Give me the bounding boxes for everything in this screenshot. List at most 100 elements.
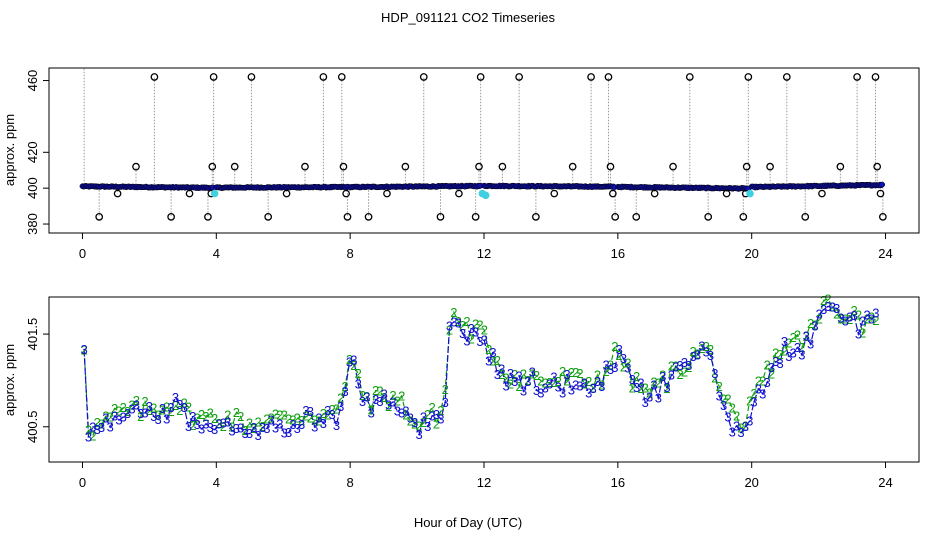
bottom-marker-2: 2 — [128, 397, 135, 412]
bottom-marker-3: 3 — [342, 384, 349, 399]
top-x-tick-label: 16 — [611, 246, 625, 261]
bottom-marker-2: 2 — [537, 373, 544, 388]
bottom-marker-3: 3 — [594, 374, 601, 389]
top-spike-point — [342, 189, 350, 198]
bottom-marker-3: 3 — [102, 411, 109, 426]
bottom-marker-2: 2 — [668, 358, 675, 373]
bottom-marker-3: 3 — [476, 334, 483, 349]
top-spike-point — [364, 213, 373, 221]
bottom-marker-3: 3 — [402, 403, 409, 418]
bottom-marker-3: 3 — [837, 311, 844, 326]
bottom-marker-3: 3 — [333, 418, 340, 433]
bottom-marker-2: 2 — [420, 415, 427, 430]
bottom-marker-2: 2 — [559, 364, 566, 379]
bottom-marker-2: 2 — [589, 380, 596, 395]
bottom-marker-3: 3 — [107, 420, 114, 435]
bottom-marker-2: 2 — [746, 393, 753, 408]
bottom-marker-3: 3 — [307, 404, 314, 419]
bottom-marker-3: 3 — [128, 401, 135, 416]
top-calibration-point — [481, 191, 490, 200]
bottom-marker-3: 3 — [763, 375, 770, 390]
bottom-marker-2: 2 — [868, 310, 875, 325]
bottom-marker-2: 2 — [381, 390, 388, 405]
bottom-marker-2: 2 — [659, 368, 666, 383]
top-spike-point — [515, 73, 523, 81]
bottom-marker-2: 2 — [98, 417, 105, 432]
bottom-marker-3: 3 — [720, 398, 727, 413]
bottom-marker-2: 2 — [694, 346, 701, 361]
bottom-marker-2: 2 — [102, 408, 109, 423]
top-spike-point — [208, 162, 217, 171]
bottom-marker-2: 2 — [107, 410, 114, 425]
bottom-series-lines — [83, 298, 877, 438]
bottom-marker-3: 3 — [611, 360, 618, 375]
bottom-x-tick-label: 24 — [878, 475, 892, 490]
top-plot-frame — [48, 67, 920, 234]
bottom-marker-2: 2 — [268, 410, 275, 425]
bottom-marker-2: 2 — [846, 312, 853, 327]
bottom-marker-2: 2 — [794, 327, 801, 342]
top-spike-point — [818, 189, 826, 198]
bottom-marker-3: 3 — [846, 309, 853, 324]
bottom-marker-2: 2 — [724, 391, 731, 406]
bottom-marker-2: 2 — [837, 312, 844, 327]
bottom-marker-3: 3 — [685, 358, 692, 373]
top-spike-point — [230, 162, 239, 171]
bottom-marker-2: 2 — [429, 400, 436, 415]
top-calibration-point — [746, 189, 754, 198]
top-x-tick-label: 4 — [213, 246, 220, 261]
bottom-marker-3: 3 — [637, 376, 644, 391]
bottom-marker-3: 3 — [498, 361, 505, 376]
bottom-marker-3: 3 — [194, 417, 201, 432]
bottom-marker-3: 3 — [294, 421, 301, 436]
bottom-x-tick-label: 4 — [213, 475, 220, 490]
bottom-marker-3: 3 — [381, 387, 388, 402]
bottom-marker-2: 2 — [572, 365, 579, 380]
bottom-marker-3: 3 — [189, 409, 196, 424]
bottom-marker-3: 3 — [141, 405, 148, 420]
bottom-marker-2: 2 — [241, 423, 248, 438]
bottom-series-line-2 — [83, 298, 877, 438]
bottom-marker-3: 3 — [581, 375, 588, 390]
bottom-marker-2: 2 — [250, 421, 257, 436]
bottom-marker-2: 2 — [642, 380, 649, 395]
bottom-marker-3: 3 — [750, 394, 757, 409]
figure-title: HDP_091121 CO2 Timeseries — [381, 10, 555, 25]
bottom-marker-3: 3 — [350, 353, 357, 368]
bottom-marker-2: 2 — [768, 366, 775, 381]
bottom-marker-2: 2 — [298, 413, 305, 428]
bottom-marker-2: 2 — [742, 418, 749, 433]
bottom-marker-2: 2 — [220, 419, 227, 434]
bottom-marker-2: 2 — [829, 299, 836, 314]
bottom-marker-2: 2 — [163, 400, 170, 415]
bottom-marker-2: 2 — [359, 388, 366, 403]
bottom-marker-2: 2 — [385, 399, 392, 414]
bottom-marker-2: 2 — [629, 380, 636, 395]
bottom-marker-2: 2 — [281, 408, 288, 423]
bottom-marker-2: 2 — [272, 407, 279, 422]
bottom-marker-3: 3 — [355, 377, 362, 392]
top-spike-point — [879, 213, 887, 221]
bottom-marker-3: 3 — [211, 422, 218, 437]
bottom-marker-3: 3 — [681, 355, 688, 370]
top-spike-point — [744, 73, 753, 81]
top-spike-point — [604, 73, 613, 81]
bottom-marker-3: 3 — [228, 424, 235, 439]
top-panel: 0 4 8 12 16 20 24 380 400 420 460 approx. ppm — [2, 67, 920, 261]
bottom-marker-2: 2 — [594, 368, 601, 383]
bottom-marker-2: 2 — [681, 364, 688, 379]
bottom-marker-3: 3 — [241, 426, 248, 441]
top-spike-point — [587, 73, 595, 81]
bottom-marker-2: 2 — [607, 357, 614, 372]
bottom-series-line-3 — [83, 305, 877, 438]
bottom-marker-2: 2 — [285, 411, 292, 426]
top-spike-point — [871, 73, 880, 81]
bottom-marker-2: 2 — [650, 374, 657, 389]
bottom-marker-3: 3 — [220, 416, 227, 431]
bottom-marker-3: 3 — [146, 399, 153, 414]
top-x-tick-label: 20 — [744, 246, 758, 261]
bottom-marker-2: 2 — [855, 308, 862, 323]
bottom-marker-3: 3 — [337, 399, 344, 414]
bottom-marker-3: 3 — [346, 355, 353, 370]
bottom-marker-3: 3 — [781, 334, 788, 349]
